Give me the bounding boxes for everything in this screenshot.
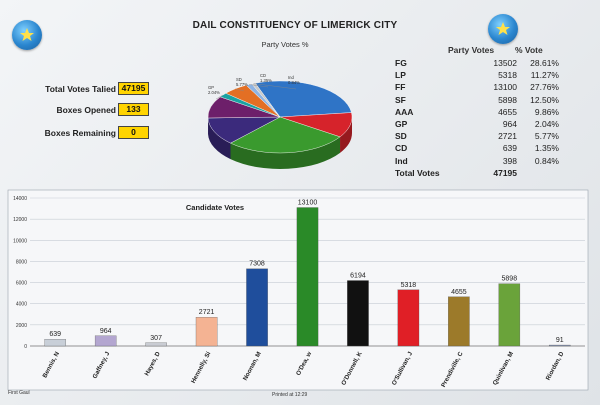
bar-value-label: 2721 — [199, 309, 215, 316]
party-row-ff: FF 13100 27.76% — [395, 82, 560, 94]
party-logo-icon-right — [488, 14, 518, 44]
party-row-sf: SF 5898 12.50% — [395, 95, 560, 107]
total-votes-row-value: 47195 — [493, 168, 517, 178]
party-votes: 5898 — [498, 94, 517, 105]
total-votes-value: 47195 — [118, 82, 149, 95]
pie-title: Party Votes % — [261, 40, 309, 49]
party-pct: 0.84% — [534, 155, 559, 166]
party-pct: 9.86% — [534, 106, 559, 117]
y-tick-label: 0 — [24, 344, 27, 350]
bar-3 — [195, 317, 218, 347]
pct-vote-header: % Vote — [515, 45, 543, 55]
pie-label: GP 2.04% — [208, 85, 220, 95]
party-votes: 964 — [502, 119, 517, 129]
y-tick-label: 6000 — [16, 281, 27, 287]
y-tick-label: 4000 — [16, 302, 27, 308]
boxes-opened-label: Boxes Opened — [56, 105, 116, 115]
y-tick-label: 10000 — [13, 238, 27, 244]
pie-side-lp — [340, 117, 352, 153]
bar-0 — [44, 339, 66, 347]
party-logo-icon — [12, 20, 42, 50]
party-row-lp: LP 5318 11.27% — [395, 70, 560, 82]
party-votes: 398 — [502, 155, 517, 166]
bar-7 — [397, 289, 420, 347]
bar-5 — [296, 207, 319, 347]
bar-value-label: 91 — [556, 337, 564, 344]
party-name: SF — [395, 94, 406, 105]
party-name: AAA — [395, 106, 414, 117]
bar-chart-title: Candidate Votes — [186, 203, 244, 212]
pie-slice-ff — [230, 116, 341, 154]
bar-2 — [145, 342, 167, 347]
bar-value-label: 639 — [49, 331, 61, 338]
party-name: Ind — [395, 155, 408, 166]
y-tick-label: 8000 — [16, 259, 27, 265]
party-name: LP — [395, 70, 406, 81]
bar-9 — [498, 283, 521, 347]
party-name: GP — [395, 119, 408, 129]
bar-value-label: 964 — [100, 328, 112, 335]
party-pct: 11.27% — [530, 70, 559, 81]
party-row-fg: FG 13502 28.61% — [395, 58, 560, 70]
bar-4 — [246, 268, 268, 347]
footer-left: First Gaul — [8, 390, 30, 396]
party-votes-header: Party Votes — [448, 45, 495, 55]
pie-leader-line — [235, 88, 245, 92]
bar-value-label: 5898 — [502, 276, 518, 283]
boxes-remaining-label: Boxes Remaining — [44, 128, 116, 138]
y-tick-label: 2000 — [16, 323, 27, 329]
party-name: FG — [395, 58, 407, 68]
party-row-gp: GP 964 2.04% — [395, 119, 560, 131]
boxes-remaining-value: 0 — [118, 126, 149, 139]
y-tick-label: 14000 — [13, 196, 27, 202]
bar-1 — [94, 335, 117, 347]
bar-value-label: 6194 — [350, 273, 366, 280]
pie-label: SD 5.77% — [236, 77, 248, 87]
total-votes-row-label: Total Votes — [395, 168, 440, 178]
page-title: DAIL CONSTITUENCY OF LIMERICK CITY — [192, 20, 398, 31]
footer-printed: Printed at 12:29 — [272, 392, 308, 398]
pie-slice-fg — [254, 80, 352, 118]
party-pct: 28.61% — [530, 58, 559, 68]
party-row-sd: SD 2721 5.77% — [395, 131, 560, 143]
party-pct: 12.50% — [530, 94, 559, 105]
bar-value-label: 7308 — [249, 261, 265, 268]
candidate-votes-chart: 0 2000 4000 6000 8000 10000 12000 14000 Candidat… — [7, 189, 589, 391]
bar-value-label: 307 — [150, 335, 162, 342]
party-votes: 639 — [502, 143, 517, 154]
bar-8 — [448, 296, 470, 347]
party-row-ind: Ind 398 0.84% — [395, 156, 560, 168]
party-pct: 2.04% — [534, 119, 559, 129]
party-pct: 5.77% — [534, 131, 559, 142]
pie-leader-line — [248, 84, 269, 88]
pie-leader-line — [253, 83, 297, 90]
party-pct: 27.76% — [530, 82, 559, 93]
party-votes: 4655 — [498, 106, 517, 117]
pie-label: CD 1.35% — [260, 73, 272, 83]
bar-value-label: 4655 — [451, 289, 467, 296]
party-votes: 2721 — [498, 131, 517, 142]
y-tick-label: 12000 — [13, 217, 27, 223]
party-votes: 5318 — [498, 70, 517, 81]
pie-label: Ind 0.84% — [288, 75, 300, 85]
bar-6 — [347, 280, 369, 347]
party-name: CD — [395, 143, 408, 154]
pie-side-sf — [208, 117, 231, 160]
party-votes-pie: GP 2.04% SD 5.77% CD 1.35% Ind 0.84% — [207, 73, 353, 169]
party-votes: 13100 — [493, 82, 517, 93]
party-row-cd: CD 639 1.35% — [395, 143, 560, 155]
bar-value-label: 5318 — [401, 282, 417, 289]
total-votes-label: Total Votes Talied — [45, 84, 116, 94]
pie-leader-line — [215, 94, 224, 100]
bar-value-label: 13100 — [298, 200, 318, 207]
bar-10 — [549, 344, 571, 347]
boxes-opened-value: 133 — [118, 103, 149, 116]
party-pct: 1.35% — [534, 143, 559, 154]
party-name: SD — [395, 131, 407, 142]
party-votes: 13502 — [493, 58, 517, 68]
party-row-aaa: AAA 4655 9.86% — [395, 107, 560, 119]
party-name: FF — [395, 82, 406, 93]
